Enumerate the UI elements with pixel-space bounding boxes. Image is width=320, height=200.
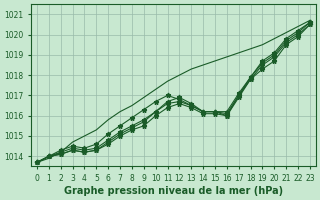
X-axis label: Graphe pression niveau de la mer (hPa): Graphe pression niveau de la mer (hPa): [64, 186, 283, 196]
